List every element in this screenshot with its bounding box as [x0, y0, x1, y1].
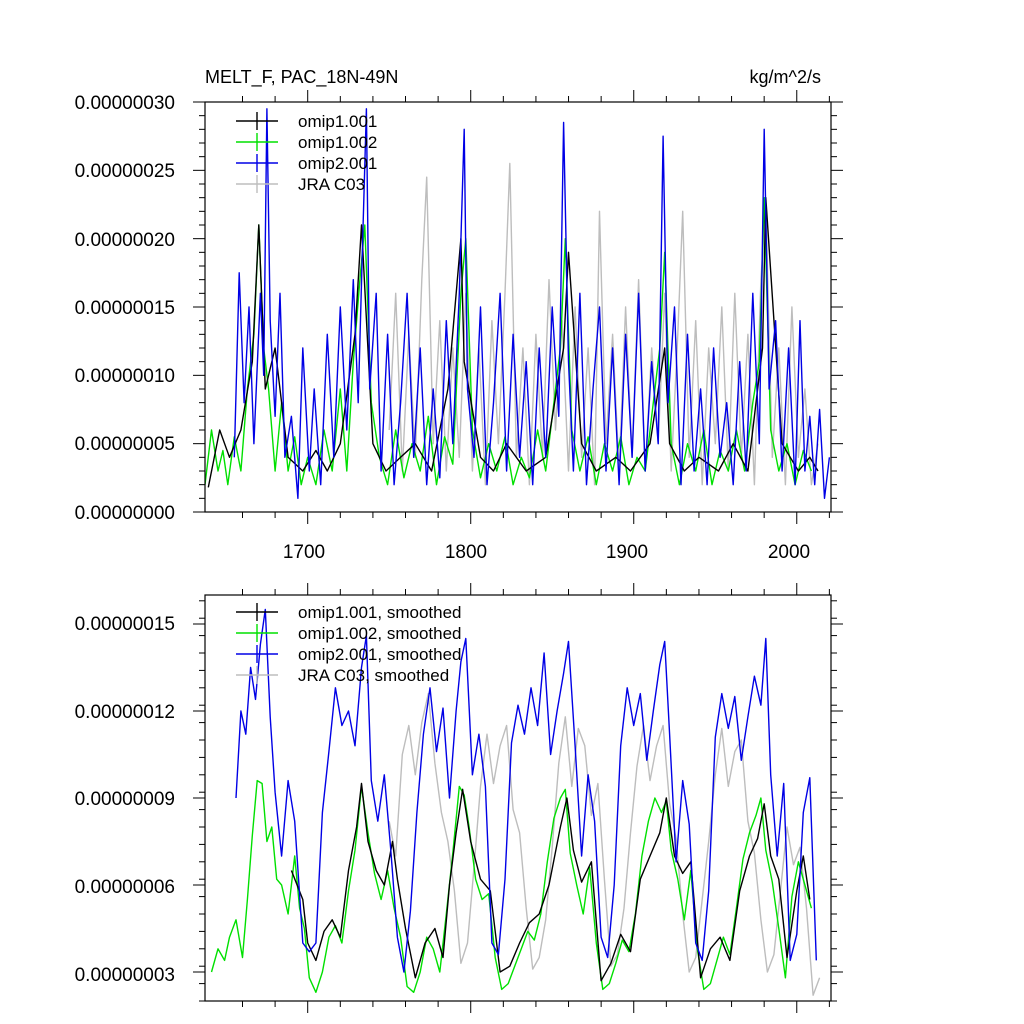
top-legend-label-omip1-001: omip1.001	[298, 112, 377, 131]
bottom-panel: 0.00000015 0.00000012 0.00000009 0.00000…	[75, 583, 843, 1013]
bottom-legend: omip1.001, smoothed omip1.002, smoothed …	[236, 603, 462, 685]
top-legend: omip1.001 omip1.002 omip2.001 JRA C03	[236, 112, 377, 194]
top-axis-ticks	[193, 90, 843, 524]
bottom-y-tick-label: 0.00000012	[75, 702, 175, 723]
bottom-legend-label-jra-c03: JRA C03, smoothed	[298, 666, 449, 685]
top-y-tick-label: 0.00000000	[75, 503, 175, 524]
top-chart-title: MELT_F, PAC_18N-49N	[205, 67, 398, 88]
top-y-tick-label: 0.00000025	[75, 161, 175, 182]
bottom-plot-area	[210, 608, 821, 996]
bottom-legend-label-omip1-002: omip1.002, smoothed	[298, 624, 462, 643]
top-series-omip1-001	[207, 196, 819, 488]
top-x-tick-label: 2000	[768, 542, 810, 563]
top-series-omip1-002	[205, 196, 813, 486]
top-plot-area	[205, 108, 831, 499]
top-series-omip2-001	[233, 108, 831, 499]
top-y-tick-label: 0.00000010	[75, 366, 175, 387]
bottom-legend-label-omip1-001: omip1.001, smoothed	[298, 603, 462, 622]
top-panel: MELT_F, PAC_18N-49N kg/m^2/s 0.00000030 …	[75, 67, 843, 563]
bottom-y-tick-label: 0.00000003	[75, 965, 175, 986]
top-series-jra-c03	[388, 162, 819, 486]
top-x-tick-label: 1900	[606, 542, 648, 563]
top-x-tick-labels: 1700 1800 1900 2000	[283, 542, 810, 563]
bottom-series-jra-c03	[388, 692, 821, 996]
bottom-y-tick-label: 0.00000009	[75, 789, 175, 810]
bottom-y-tick-label: 0.00000015	[75, 614, 175, 635]
top-y-tick-label: 0.00000005	[75, 434, 175, 455]
bottom-axis-ticks	[193, 583, 843, 1013]
top-y-tick-labels: 0.00000030 0.00000025 0.00000020 0.00000…	[75, 93, 175, 524]
bottom-y-tick-label: 0.00000006	[75, 877, 175, 898]
top-legend-label-jra-c03: JRA C03	[298, 175, 365, 194]
top-legend-label-omip2-001: omip2.001	[298, 154, 377, 173]
bottom-series-omip2-001	[235, 608, 817, 973]
top-y-tick-label: 0.00000030	[75, 93, 175, 114]
bottom-series-omip1-001	[290, 782, 811, 982]
top-y-tick-label: 0.00000020	[75, 230, 175, 251]
bottom-legend-label-omip2-001: omip2.001, smoothed	[298, 645, 462, 664]
bottom-y-tick-labels: 0.00000015 0.00000012 0.00000009 0.00000…	[75, 614, 175, 986]
top-x-tick-label: 1700	[283, 542, 325, 563]
top-chart-units: kg/m^2/s	[750, 67, 821, 87]
top-legend-label-omip1-002: omip1.002	[298, 133, 377, 152]
top-x-tick-label: 1800	[445, 542, 487, 563]
top-y-tick-label: 0.00000015	[75, 298, 175, 319]
